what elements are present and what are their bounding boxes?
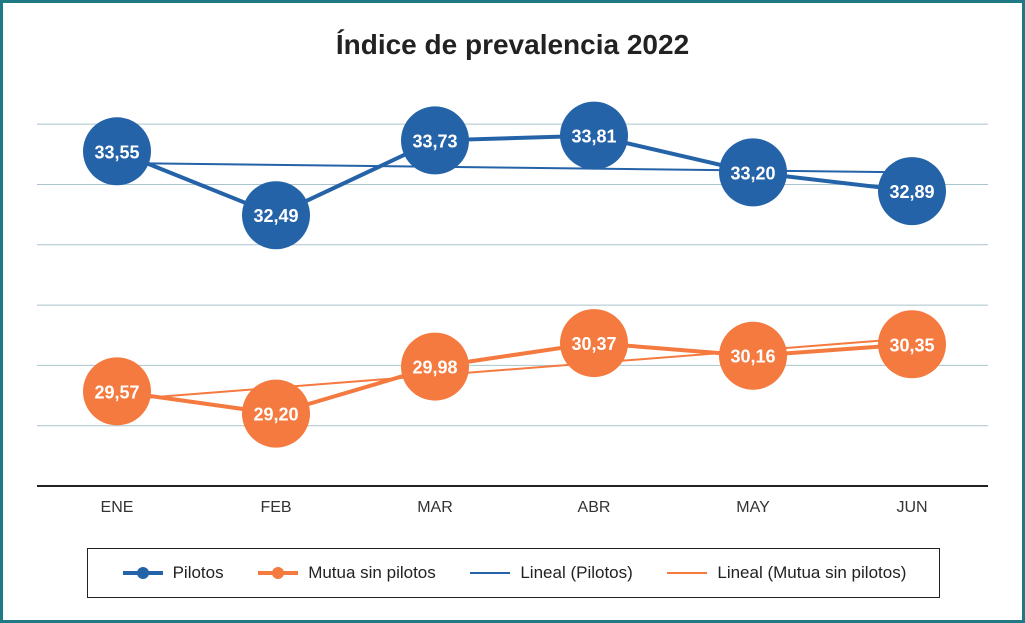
data-label: 32,89 — [889, 182, 934, 202]
x-tick-label: MAR — [417, 499, 453, 516]
data-label: 29,98 — [412, 358, 457, 378]
legend-label-lineal-pilotos: Lineal (Pilotos) — [520, 563, 633, 582]
x-tick-label: ABR — [578, 499, 611, 516]
legend-swatch-mutua-icon — [258, 567, 299, 579]
x-tick-label: MAY — [736, 499, 770, 516]
legend-item-lineal-mutua: Lineal (Mutua sin pilotos) — [665, 563, 906, 583]
data-point — [719, 138, 787, 207]
data-point — [878, 310, 946, 379]
data-point — [83, 117, 151, 186]
data-label: 33,55 — [94, 142, 139, 162]
legend-item-pilotos: Pilotos — [121, 563, 224, 583]
trendline — [116, 161, 913, 174]
data-point — [401, 332, 469, 401]
x-tick-label: FEB — [260, 499, 291, 516]
series-line — [116, 133, 913, 218]
data-point — [560, 309, 628, 378]
legend-item-mutua: Mutua sin pilotos — [256, 563, 436, 583]
legend-swatch-lineal-pilotos-icon — [470, 572, 511, 574]
series-line — [116, 341, 913, 416]
legend-item-lineal-pilotos: Lineal (Pilotos) — [468, 563, 633, 583]
data-label: 33,20 — [730, 163, 775, 183]
data-label: 32,49 — [253, 206, 298, 226]
chart-title: Índice de prevalencia 2022 — [335, 29, 690, 60]
data-point — [83, 357, 151, 426]
data-point — [242, 181, 310, 250]
data-point — [242, 379, 310, 448]
data-label: 30,16 — [730, 347, 775, 367]
data-label: 30,37 — [571, 334, 616, 354]
data-label: 33,81 — [571, 127, 616, 147]
data-point — [560, 101, 628, 170]
data-point — [401, 106, 469, 175]
legend-swatch-lineal-mutua-icon — [667, 572, 708, 574]
x-tick-label: ENE — [101, 499, 134, 516]
data-label: 29,20 — [253, 405, 298, 425]
data-label: 30,35 — [889, 335, 934, 355]
legend-label-pilotos: Pilotos — [172, 563, 224, 582]
data-label: 29,57 — [94, 382, 139, 402]
legend-label-lineal-mutua: Lineal (Mutua sin pilotos) — [717, 563, 907, 582]
x-tick-label: JUN — [896, 499, 927, 516]
data-point — [878, 157, 946, 226]
data-label: 33,73 — [412, 131, 457, 151]
legend-swatch-pilotos-icon — [122, 567, 163, 579]
data-point — [719, 321, 787, 390]
legend-label-mutua: Mutua sin pilotos — [308, 563, 436, 582]
legend: Pilotos Mutua sin pilotos Lineal (Piloto… — [87, 548, 940, 598]
trendline — [116, 337, 913, 401]
